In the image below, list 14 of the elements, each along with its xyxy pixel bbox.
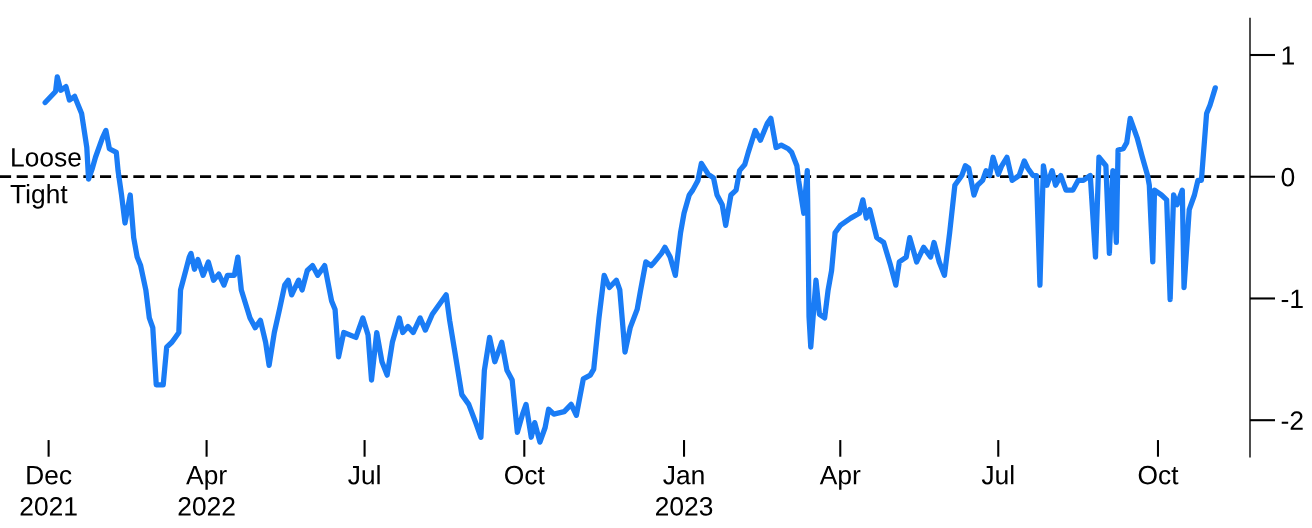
x-tick-label: Jul: [348, 465, 380, 485]
annotation: Tight: [10, 184, 68, 209]
x-tick-label: Jan 2023: [656, 466, 713, 516]
annotation: Loose: [12, 148, 81, 167]
y-tick-label: 0: [1281, 167, 1295, 187]
y-tick-label: -1: [1281, 289, 1303, 309]
x-tick-label: Apr 2022: [178, 466, 235, 516]
x-tick-label: Oct: [1138, 465, 1179, 485]
y-tick-label: -2: [1281, 411, 1303, 430]
x-tick-label: Apr: [819, 466, 861, 490]
x-tick-label: Oct: [505, 465, 545, 485]
x-tick-label: Jul: [981, 465, 1014, 485]
x-tick-label: Dec 2021: [20, 466, 77, 516]
y-tick-label: 1: [1282, 46, 1294, 65]
